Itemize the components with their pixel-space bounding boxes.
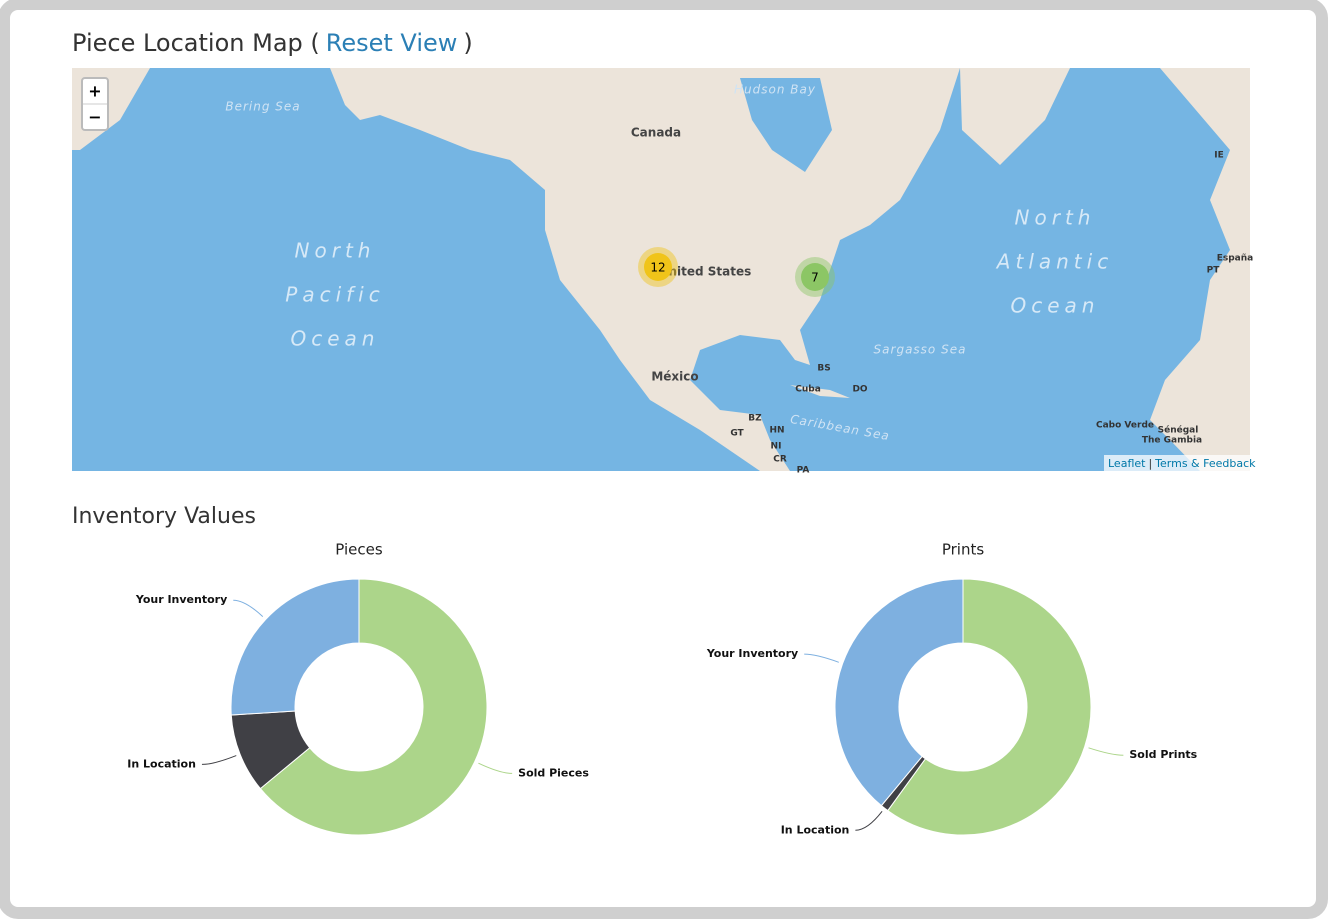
slice-label: In Location [781,823,850,836]
slice-label: Your Inventory [706,647,798,660]
map-label: Atlantic [995,250,1113,274]
map-label: NI [771,442,782,452]
map-label: Canada [631,126,681,140]
map-label: BZ [748,414,762,424]
map-label: PA [797,466,810,476]
map-label: España [1217,254,1254,264]
zoom-in-button[interactable]: + [88,82,101,101]
separator: | [1148,457,1152,470]
donut-slice [887,578,1092,836]
terms-link[interactable]: Terms & Feedback [1154,457,1256,470]
cluster-marker[interactable] [644,253,672,281]
leader-line [1088,747,1124,756]
cluster-marker[interactable] [801,263,829,291]
chart-title: Pieces [335,541,383,559]
chart-title: Prints [942,541,985,559]
map-label: Pacific [285,283,384,307]
charts: Pieces Sold Pieces In Location Your Invento… [127,541,1197,837]
donut-slice [259,578,488,836]
map-label: North [1015,206,1096,230]
donut-slice [834,578,964,807]
heading-text: Piece Location Map ( [72,29,320,57]
map-label: North [295,239,376,263]
map-label: IE [1214,151,1224,161]
clusters: 12 7 [638,247,835,297]
map-label: Ocean [291,327,380,351]
map-heading: Piece Location Map (Reset View) [72,29,473,57]
map-label: Ocean [1011,294,1100,318]
land [960,68,1070,165]
cluster-count: 12 [650,261,665,275]
map-label: United States [659,265,752,279]
leaflet-link[interactable]: Leaflet [1108,457,1146,470]
reset-view-link[interactable]: Reset View [326,29,458,57]
attribution-bg [1104,455,1250,471]
map-label: The Gambia [1142,436,1202,446]
map-label: Bering Sea [225,100,300,114]
cluster-count: 7 [811,271,819,285]
heading-close: ) [463,29,472,57]
slice-label: In Location [127,757,196,770]
leader-line [478,762,513,774]
zoom-control: + − [81,77,109,131]
section-title: Inventory Values [72,504,256,529]
map-label: Hudson Bay [734,83,816,97]
map-label: Sénégal [1158,425,1199,436]
slice-label: Sold Prints [1129,748,1197,761]
map-label: BS [817,364,830,374]
land [790,385,850,398]
leader-line [855,810,883,831]
slice-label: Sold Pieces [518,766,589,779]
hudson-bay [740,78,832,172]
map-label: PT [1207,266,1221,276]
attribution: Leaflet | Terms & Feedback [1108,457,1256,470]
leader-line [233,599,264,618]
map-label: DO [852,385,867,395]
map-label: Cabo Verde [1096,421,1154,431]
map: Bering Sea Canada Hudson Bay North Pacif… [72,68,1256,476]
land [1150,68,1250,471]
map-label: CR [773,455,787,465]
donut-slice [230,578,360,716]
map-label: GT [730,429,744,439]
slice-label: Your Inventory [135,593,227,606]
zoom-out-button[interactable]: − [88,108,101,127]
leader-line [804,653,839,663]
leader-line [201,755,237,765]
map-label: México [651,370,698,384]
map-label: Cuba [795,385,821,395]
map-label: Sargasso Sea [874,343,967,357]
map-label: HN [769,426,784,436]
